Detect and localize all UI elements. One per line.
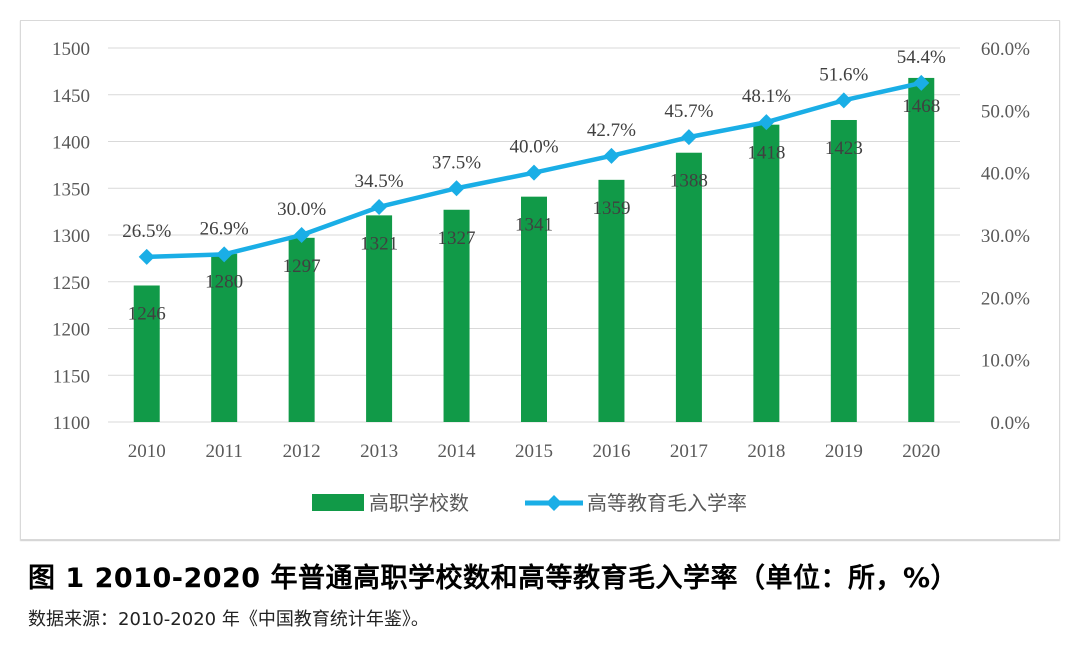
diamond-marker — [526, 164, 542, 181]
y-left-tick-label: 1300 — [52, 226, 90, 247]
y-left-tick-label: 1400 — [52, 133, 90, 154]
bar — [830, 119, 857, 423]
combo-chart: 1100 1150 1200 1250 1300 1350 1400 1450 1500 0.0%… — [52, 39, 1030, 515]
bar — [908, 77, 935, 423]
y-right-tick-label: 50.0% — [981, 101, 1030, 122]
diamond-marker — [138, 248, 155, 265]
x-tick-label: 2014 — [438, 441, 477, 462]
diamond-marker — [603, 147, 620, 164]
bar-data-label: 1423 — [825, 138, 863, 159]
y-right-tick-label: 60.0% — [981, 39, 1030, 60]
x-tick-label: 2013 — [360, 441, 398, 462]
line-data-label: 51.6% — [819, 64, 868, 85]
bar-data-label: 1341 — [515, 215, 553, 236]
bar-data-label: 1297 — [283, 256, 321, 277]
line-data-label: 40.0% — [509, 137, 558, 158]
y-right-tick-label: 40.0% — [981, 164, 1030, 185]
data-source-note: 数据来源：2010-2020 年《中国教育统计年鉴》。 — [28, 609, 429, 630]
y-left-tick-label: 1150 — [53, 366, 90, 387]
y-right-tick-label: 10.0% — [981, 351, 1030, 372]
bar-data-label: 1246 — [128, 303, 166, 324]
diamond-marker — [680, 129, 697, 146]
line-data-label: 30.0% — [277, 199, 326, 220]
y-left-tick-label: 1500 — [52, 39, 90, 60]
bar-data-label: 1468 — [902, 96, 940, 117]
line-data-label: 26.5% — [122, 221, 171, 242]
bar-data-label: 1327 — [438, 228, 476, 249]
x-tick-label: 2011 — [206, 441, 243, 462]
diamond-marker — [293, 227, 310, 243]
figure-caption: 图 1 2010-2020 年普通高职学校数和高等教育毛入学率（单位：所，%） — [28, 563, 959, 594]
bar-data-label: 1418 — [747, 143, 785, 164]
line-data-label: 34.5% — [355, 171, 404, 192]
x-tick-label: 2015 — [515, 441, 553, 462]
x-tick-label: 2012 — [283, 441, 321, 462]
bar — [366, 215, 393, 422]
bar — [443, 209, 470, 422]
y-left-tick-label: 1250 — [52, 273, 90, 294]
y-left-tick-label: 1100 — [53, 413, 90, 434]
y-right-tick-label: 0.0% — [990, 413, 1030, 434]
line-data-label: 54.4% — [897, 47, 946, 68]
y-right-tick-label: 30.0% — [981, 226, 1030, 247]
legend-diamond-icon — [546, 495, 562, 511]
x-tick-label: 2020 — [902, 441, 940, 462]
bar — [133, 285, 160, 422]
diamond-marker — [448, 180, 465, 197]
y-left-tick-label: 1200 — [52, 320, 90, 341]
x-tick-label: 2016 — [592, 441, 630, 462]
diamond-marker — [913, 74, 930, 91]
x-tick-label: 2019 — [825, 441, 863, 462]
bar — [675, 152, 702, 422]
x-tick-label: 2010 — [128, 441, 166, 462]
diamond-marker — [371, 198, 388, 215]
line-data-label: 45.7% — [664, 101, 713, 122]
line-data-label: 37.5% — [432, 152, 481, 173]
diamond-marker — [758, 114, 775, 131]
y-left-tick-label: 1450 — [52, 86, 90, 107]
bar — [211, 253, 238, 422]
bar-data-label: 1359 — [592, 198, 630, 219]
diamond-marker — [835, 92, 852, 109]
line-data-label: 26.9% — [200, 218, 249, 239]
bar-data-label: 1388 — [670, 171, 708, 192]
bar-data-label: 1280 — [205, 272, 243, 293]
bar-data-label: 1321 — [360, 233, 398, 254]
chart-frame — [20, 20, 1060, 540]
legend-bar-swatch — [312, 494, 364, 511]
line-data-label: 42.7% — [587, 120, 636, 141]
x-tick-label: 2018 — [747, 441, 785, 462]
bar — [753, 124, 780, 423]
legend-label-rate: 高等教育毛入学率 — [587, 491, 747, 515]
y-left-tick-label: 1350 — [52, 179, 90, 200]
line-data-label: 48.1% — [742, 86, 791, 107]
bar — [288, 237, 315, 422]
legend-label-schools: 高职学校数 — [369, 491, 469, 515]
diamond-marker — [216, 246, 233, 263]
bar — [598, 179, 625, 422]
y-right-tick-label: 20.0% — [981, 288, 1030, 309]
x-tick-label: 2017 — [670, 441, 708, 462]
bar — [521, 196, 547, 422]
